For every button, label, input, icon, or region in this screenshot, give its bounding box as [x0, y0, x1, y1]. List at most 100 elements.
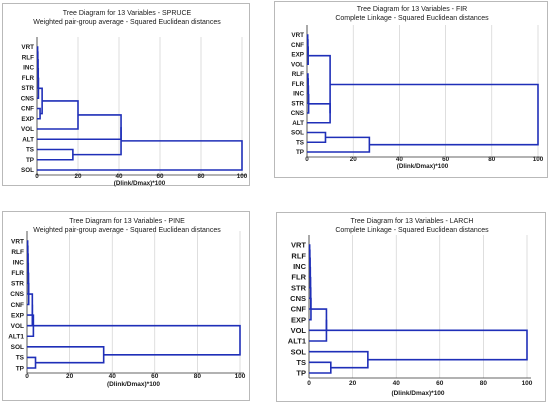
dendrogram-branch: [37, 140, 243, 171]
larch-dendrogram: Tree Diagram for 13 Variables - LARCH Com…: [288, 218, 533, 397]
leaf-label: CNF: [291, 42, 304, 49]
fir-dendrogram-panel: Tree Diagram for 13 Variables - FIR Compl…: [274, 1, 548, 178]
x-tick-label: 100: [522, 380, 533, 387]
x-axis-label: (Dlink/Dmax)*100: [107, 381, 160, 388]
leaf-label: ALT: [292, 120, 304, 127]
larch-dendrogram-panel: Tree Diagram for 13 Variables - LARCH Com…: [276, 212, 546, 402]
dendrogram-branch: [27, 346, 105, 364]
leaf-label: RLF: [292, 71, 304, 78]
leaf-label: CNF: [11, 302, 24, 309]
dendrogram-branch: [309, 361, 332, 374]
leaf-label: EXP: [291, 52, 304, 59]
x-tick-label: 100: [235, 373, 246, 380]
fir-dendrogram: Tree Diagram for 13 Variables - FIR Compl…: [291, 6, 544, 170]
x-tick-label: 100: [237, 173, 248, 180]
chart-subtitle: Weighted pair-group average - Squared Eu…: [33, 19, 221, 26]
leaf-label: SOL: [11, 344, 24, 351]
x-tick-label: 60: [436, 380, 444, 387]
leaf-label: FLR: [11, 270, 24, 277]
leaf-label: VRT: [11, 238, 24, 245]
leaf-label: CNS: [21, 95, 34, 102]
dendrogram-branch: [309, 350, 369, 369]
leaf-label: TP: [296, 369, 306, 378]
x-tick-label: 100: [533, 156, 544, 163]
chart-subtitle: Weighted pair-group average - Squared Eu…: [33, 227, 221, 234]
leaf-label: RLF: [11, 249, 24, 256]
leaf-label: VOL: [291, 61, 304, 68]
leaf-label: FLR: [22, 75, 35, 82]
dendrogram-branch: [307, 103, 331, 124]
leaf-label: TS: [26, 147, 34, 154]
leaf-label: EXP: [21, 116, 34, 123]
leaf-label: TS: [16, 355, 25, 362]
leaf-label: EXP: [11, 312, 25, 319]
dendrogram-branch: [72, 127, 122, 156]
chart-title: Tree Diagram for 13 Variables - SPRUCE: [63, 10, 192, 17]
chart-title: Tree Diagram for 13 Variables - LARCH: [351, 218, 474, 225]
leaf-label: CNS: [290, 294, 306, 303]
dendrogram-branch: [33, 324, 241, 356]
x-tick-label: 80: [488, 156, 496, 163]
dendrogram-branch: [27, 293, 34, 316]
x-tick-label: 0: [35, 173, 39, 180]
leaf-label: ALT: [22, 136, 34, 143]
leaf-label: EXP: [291, 315, 306, 324]
leaf-label: INC: [23, 65, 34, 72]
x-tick-label: 20: [350, 156, 358, 163]
dendrogram-branch: [309, 308, 328, 332]
x-tick-label: 0: [307, 380, 311, 387]
leaf-label: TP: [16, 365, 25, 372]
leaf-label: CNF: [21, 106, 34, 113]
x-tick-label: 80: [197, 173, 205, 180]
leaf-label: FLR: [291, 273, 306, 282]
x-tick-label: 0: [25, 373, 29, 380]
x-tick-label: 20: [349, 380, 357, 387]
leaf-label: INC: [13, 259, 25, 266]
x-tick-label: 60: [442, 156, 450, 163]
x-tick-label: 80: [480, 380, 488, 387]
dendrogram-branch: [308, 54, 331, 114]
pine-dendrogram: Tree Diagram for 13 Variables - PINE Weig…: [8, 218, 246, 388]
dendrogram-branch: [37, 148, 74, 161]
leaf-label: SOL: [291, 130, 304, 137]
x-axis-label: (Dlink/Dmax)*100: [397, 163, 449, 170]
leaf-label: VOL: [21, 126, 34, 133]
leaf-label: CNS: [10, 291, 24, 298]
leaf-label: CNF: [291, 305, 307, 314]
chart-subtitle: Complete Linkage - Squared Euclidean dis…: [335, 227, 489, 234]
x-tick-label: 40: [115, 173, 123, 180]
dendrogram-branch: [330, 83, 539, 146]
dendrogram-branch: [326, 329, 528, 361]
leaf-label: SOL: [21, 167, 34, 174]
x-axis-label: (Dlink/Dmax)*100: [114, 180, 166, 187]
x-axis-label: (Dlink/Dmax)*100: [391, 390, 444, 397]
chart-title: Tree Diagram for 13 Variables - PINE: [69, 218, 185, 225]
leaf-label: STR: [291, 283, 307, 292]
leaf-label: RLF: [291, 251, 306, 260]
dendrogram-branch: [37, 107, 41, 120]
dendrogram-branch: [37, 100, 79, 130]
leaf-label: STR: [291, 100, 304, 107]
x-tick-label: 60: [156, 173, 164, 180]
leaf-label: SOL: [291, 347, 307, 356]
leaf-label: TS: [296, 139, 304, 146]
leaf-label: INC: [293, 262, 307, 271]
leaf-label: CNS: [291, 110, 304, 117]
leaf-label: INC: [293, 91, 304, 98]
leaf-label: TS: [296, 358, 306, 367]
leaf-label: VRT: [291, 241, 306, 250]
dendrogram-branch: [37, 114, 122, 141]
x-tick-label: 60: [151, 373, 159, 380]
x-tick-label: 0: [305, 156, 309, 163]
leaf-label: VRT: [21, 44, 34, 51]
dendrogram-branch: [27, 304, 34, 327]
spruce-dendrogram: Tree Diagram for 13 Variables - SPRUCE We…: [21, 10, 248, 187]
dendrogram-branch: [27, 356, 37, 369]
dendrogram-branch: [309, 319, 328, 342]
chart-title: Tree Diagram for 13 Variables - FIR: [357, 6, 467, 13]
chart-subtitle: Complete Linkage - Squared Euclidean dis…: [335, 15, 489, 22]
x-tick-label: 40: [396, 156, 404, 163]
pine-dendrogram-panel: Tree Diagram for 13 Variables - PINE Weig…: [2, 211, 250, 401]
x-tick-label: 20: [74, 173, 82, 180]
x-tick-label: 80: [194, 373, 202, 380]
